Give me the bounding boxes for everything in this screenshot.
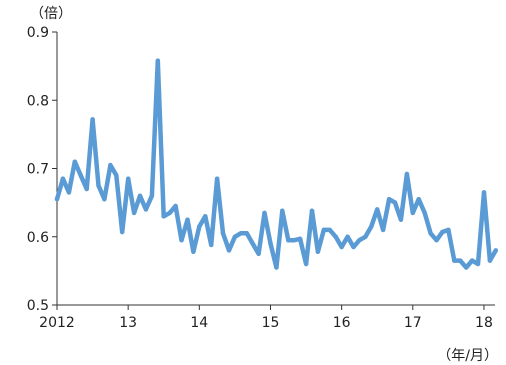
data-point	[102, 197, 107, 202]
data-point	[161, 214, 166, 219]
data-point	[458, 258, 463, 263]
data-point	[126, 176, 131, 181]
data-point	[155, 58, 160, 63]
data-point	[250, 241, 255, 246]
data-point	[167, 210, 172, 216]
data-point	[345, 234, 350, 239]
data-point	[84, 186, 89, 192]
data-point	[256, 251, 261, 256]
data-point	[244, 231, 249, 236]
y-tick-label: 0.6	[27, 230, 49, 246]
data-point	[375, 207, 380, 212]
data-point	[404, 171, 410, 177]
data-point	[297, 236, 303, 241]
x-tick-label: 17	[404, 315, 422, 331]
data-point	[380, 227, 386, 233]
data-point	[54, 197, 60, 202]
data-point	[262, 210, 267, 216]
data-point	[238, 231, 243, 236]
data-point	[203, 214, 208, 219]
data-point	[137, 193, 143, 198]
data-point	[78, 173, 83, 178]
data-point	[179, 238, 184, 243]
data-point	[149, 193, 155, 198]
data-point	[268, 241, 273, 246]
y-tick-label: 0.7	[27, 162, 49, 178]
data-point	[446, 227, 451, 233]
x-tick-label: 18	[475, 315, 493, 331]
data-point	[416, 197, 421, 202]
data-point	[96, 183, 101, 188]
data-point	[303, 261, 309, 267]
data-point	[185, 217, 190, 222]
data-point	[197, 224, 202, 229]
x-tick-label: 2012	[39, 315, 75, 331]
data-point	[292, 238, 297, 243]
data-point	[392, 200, 398, 205]
data-point	[469, 258, 475, 263]
data-point	[386, 197, 392, 202]
data-point	[191, 249, 196, 254]
data-point	[72, 159, 78, 164]
series-line-0	[54, 58, 499, 270]
data-point	[90, 117, 95, 122]
data-point	[398, 217, 404, 222]
y-tick-label: 0.8	[27, 93, 49, 109]
data-point	[220, 231, 226, 236]
data-point	[131, 210, 137, 216]
x-tick-label: 13	[119, 315, 137, 331]
data-point	[369, 224, 374, 229]
data-point	[143, 207, 149, 212]
data-point	[274, 265, 279, 270]
data-point	[226, 248, 232, 253]
x-tick-label: 14	[190, 315, 208, 331]
y-axis: 0.5 0.6 0.7 0.8 0.9	[27, 25, 58, 314]
data-point	[286, 238, 291, 243]
data-point	[357, 238, 362, 243]
data-point	[173, 203, 178, 209]
data-point	[232, 234, 238, 239]
data-point	[120, 229, 125, 235]
data-point	[60, 176, 66, 181]
data-point	[327, 227, 332, 233]
data-point	[351, 244, 356, 250]
data-point	[410, 210, 415, 216]
x-axis: 2012 13 14 15 16 17 18	[39, 304, 495, 331]
data-point	[108, 162, 113, 168]
data-point	[280, 208, 285, 213]
data-point	[363, 234, 368, 239]
data-point	[422, 210, 427, 216]
data-point	[440, 229, 445, 235]
data-point	[321, 227, 326, 233]
data-point	[475, 261, 481, 267]
data-point	[434, 238, 439, 243]
data-point	[315, 249, 321, 254]
data-point	[309, 208, 315, 213]
data-point	[487, 258, 493, 263]
data-point	[452, 258, 457, 263]
x-tick-label: 15	[262, 315, 280, 331]
data-point	[339, 244, 344, 250]
data-point	[333, 234, 338, 239]
y-tick-label: 0.9	[27, 25, 49, 41]
x-axis-unit-label: （年/月）	[437, 348, 498, 364]
data-point	[214, 176, 220, 181]
y-axis-unit-label: （倍）	[30, 6, 72, 22]
data-point	[493, 248, 498, 253]
data-point	[66, 190, 72, 195]
data-point	[209, 242, 214, 248]
y-tick-label: 0.5	[27, 298, 49, 314]
data-point	[428, 231, 433, 236]
series-group	[54, 58, 499, 270]
x-tick-label: 16	[333, 315, 351, 331]
data-point	[114, 173, 119, 178]
data-point	[464, 265, 469, 270]
data-point	[481, 190, 487, 195]
